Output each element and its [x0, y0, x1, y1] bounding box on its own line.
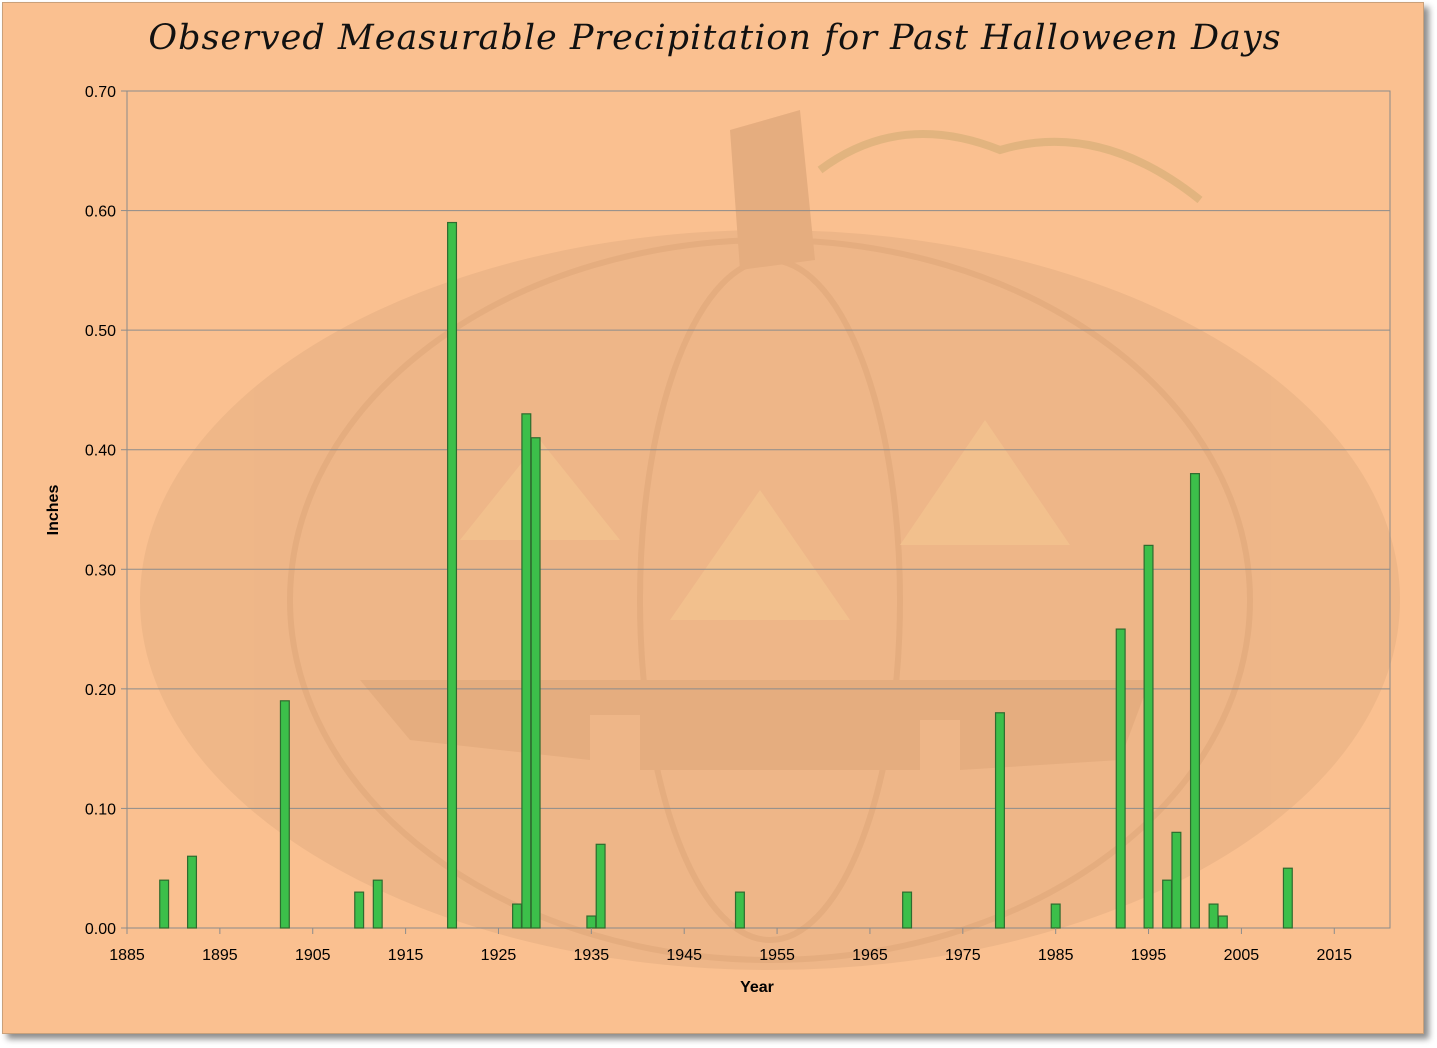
bar — [595, 843, 606, 929]
bar — [354, 891, 365, 929]
bar — [1171, 831, 1182, 929]
pumpkin-watermark-icon — [140, 110, 1400, 970]
x-tick-label: 1935 — [574, 947, 610, 964]
bar — [1162, 879, 1173, 929]
y-tick-label: 0.40 — [85, 443, 116, 460]
x-tick-label: 1995 — [1131, 947, 1167, 964]
chart-area — [2, 2, 1424, 1034]
bar — [1217, 915, 1228, 929]
y-tick-label: 0.70 — [85, 84, 116, 101]
x-tick-label: 1965 — [852, 947, 888, 964]
chart-title: Observed Measurable Precipitation for Pa… — [148, 18, 1282, 58]
bar — [512, 903, 523, 929]
x-tick-label: 1905 — [295, 947, 331, 964]
x-tick-label: 1975 — [945, 947, 981, 964]
x-tick-label: 1895 — [202, 947, 238, 964]
bar — [1115, 628, 1126, 929]
bar — [994, 712, 1005, 929]
bar — [734, 891, 745, 929]
bar — [1189, 473, 1200, 929]
x-tick-label: 1945 — [666, 947, 702, 964]
x-tick-label: 1955 — [759, 947, 795, 964]
y-tick-label: 0.20 — [85, 682, 116, 699]
y-tick-label: 0.50 — [85, 323, 116, 340]
x-tick-label: 2005 — [1224, 947, 1260, 964]
bar — [530, 437, 541, 929]
bar — [586, 915, 597, 929]
y-tick-label: 0.60 — [85, 204, 116, 221]
x-tick-label: 1885 — [109, 947, 145, 964]
bar — [1282, 867, 1293, 929]
bar — [1208, 903, 1219, 929]
bar — [372, 879, 383, 929]
x-tick-label: 2015 — [1316, 947, 1352, 964]
y-tick-label: 0.30 — [85, 562, 116, 579]
y-axis-title: Inches — [45, 485, 62, 536]
y-tick-label: 0.10 — [85, 801, 116, 818]
bar — [447, 221, 458, 929]
bar — [279, 700, 290, 929]
x-tick-label: 1985 — [1038, 947, 1074, 964]
bar — [1143, 544, 1154, 929]
bar — [521, 413, 532, 929]
bar — [1050, 903, 1061, 929]
x-tick-label: 1925 — [481, 947, 517, 964]
y-tick-label: 0.00 — [85, 921, 116, 938]
bar — [159, 879, 170, 929]
x-tick-label: 1915 — [388, 947, 424, 964]
bar — [186, 855, 198, 929]
bar — [902, 891, 913, 929]
x-axis-title: Year — [740, 979, 774, 996]
